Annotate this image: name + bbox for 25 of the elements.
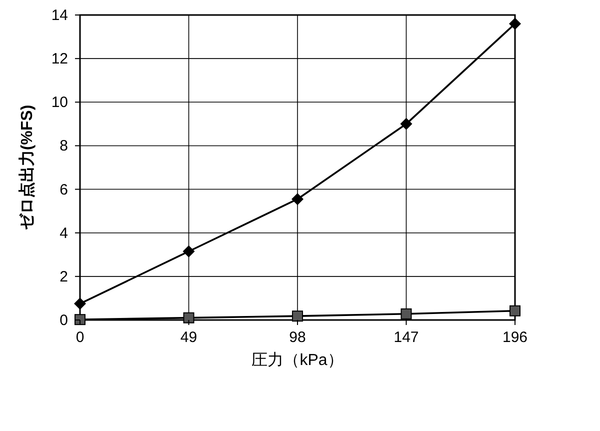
- point: [74, 298, 86, 310]
- x-tick-label: 147: [394, 329, 419, 346]
- point: [509, 18, 521, 30]
- y-tick-label: 0: [60, 312, 68, 329]
- point: [183, 312, 194, 324]
- y-tick-label: 8: [60, 138, 68, 155]
- x-axis-title: 圧力（kPa）: [252, 351, 344, 369]
- point: [74, 314, 86, 326]
- x-tick-label: 49: [180, 329, 198, 346]
- point: [292, 193, 304, 206]
- point: [400, 118, 412, 130]
- x-tick-label: 98: [289, 329, 306, 346]
- point: [400, 308, 412, 320]
- y-tick-label: 6: [60, 181, 68, 198]
- x-tick-label: 196: [502, 329, 528, 346]
- y-tick-label: 2: [60, 268, 68, 286]
- point: [182, 245, 195, 258]
- x-tick-label: 0: [76, 329, 84, 346]
- y-axis-title: ゼロ点出力(%FS): [18, 104, 36, 230]
- point: [510, 305, 520, 316]
- y-tick-label: 14: [51, 7, 68, 24]
- point: [292, 310, 303, 322]
- y-tick-label: 12: [51, 50, 68, 68]
- y-tick-label: 10: [51, 94, 68, 112]
- y-tick-label: 4: [60, 224, 68, 242]
